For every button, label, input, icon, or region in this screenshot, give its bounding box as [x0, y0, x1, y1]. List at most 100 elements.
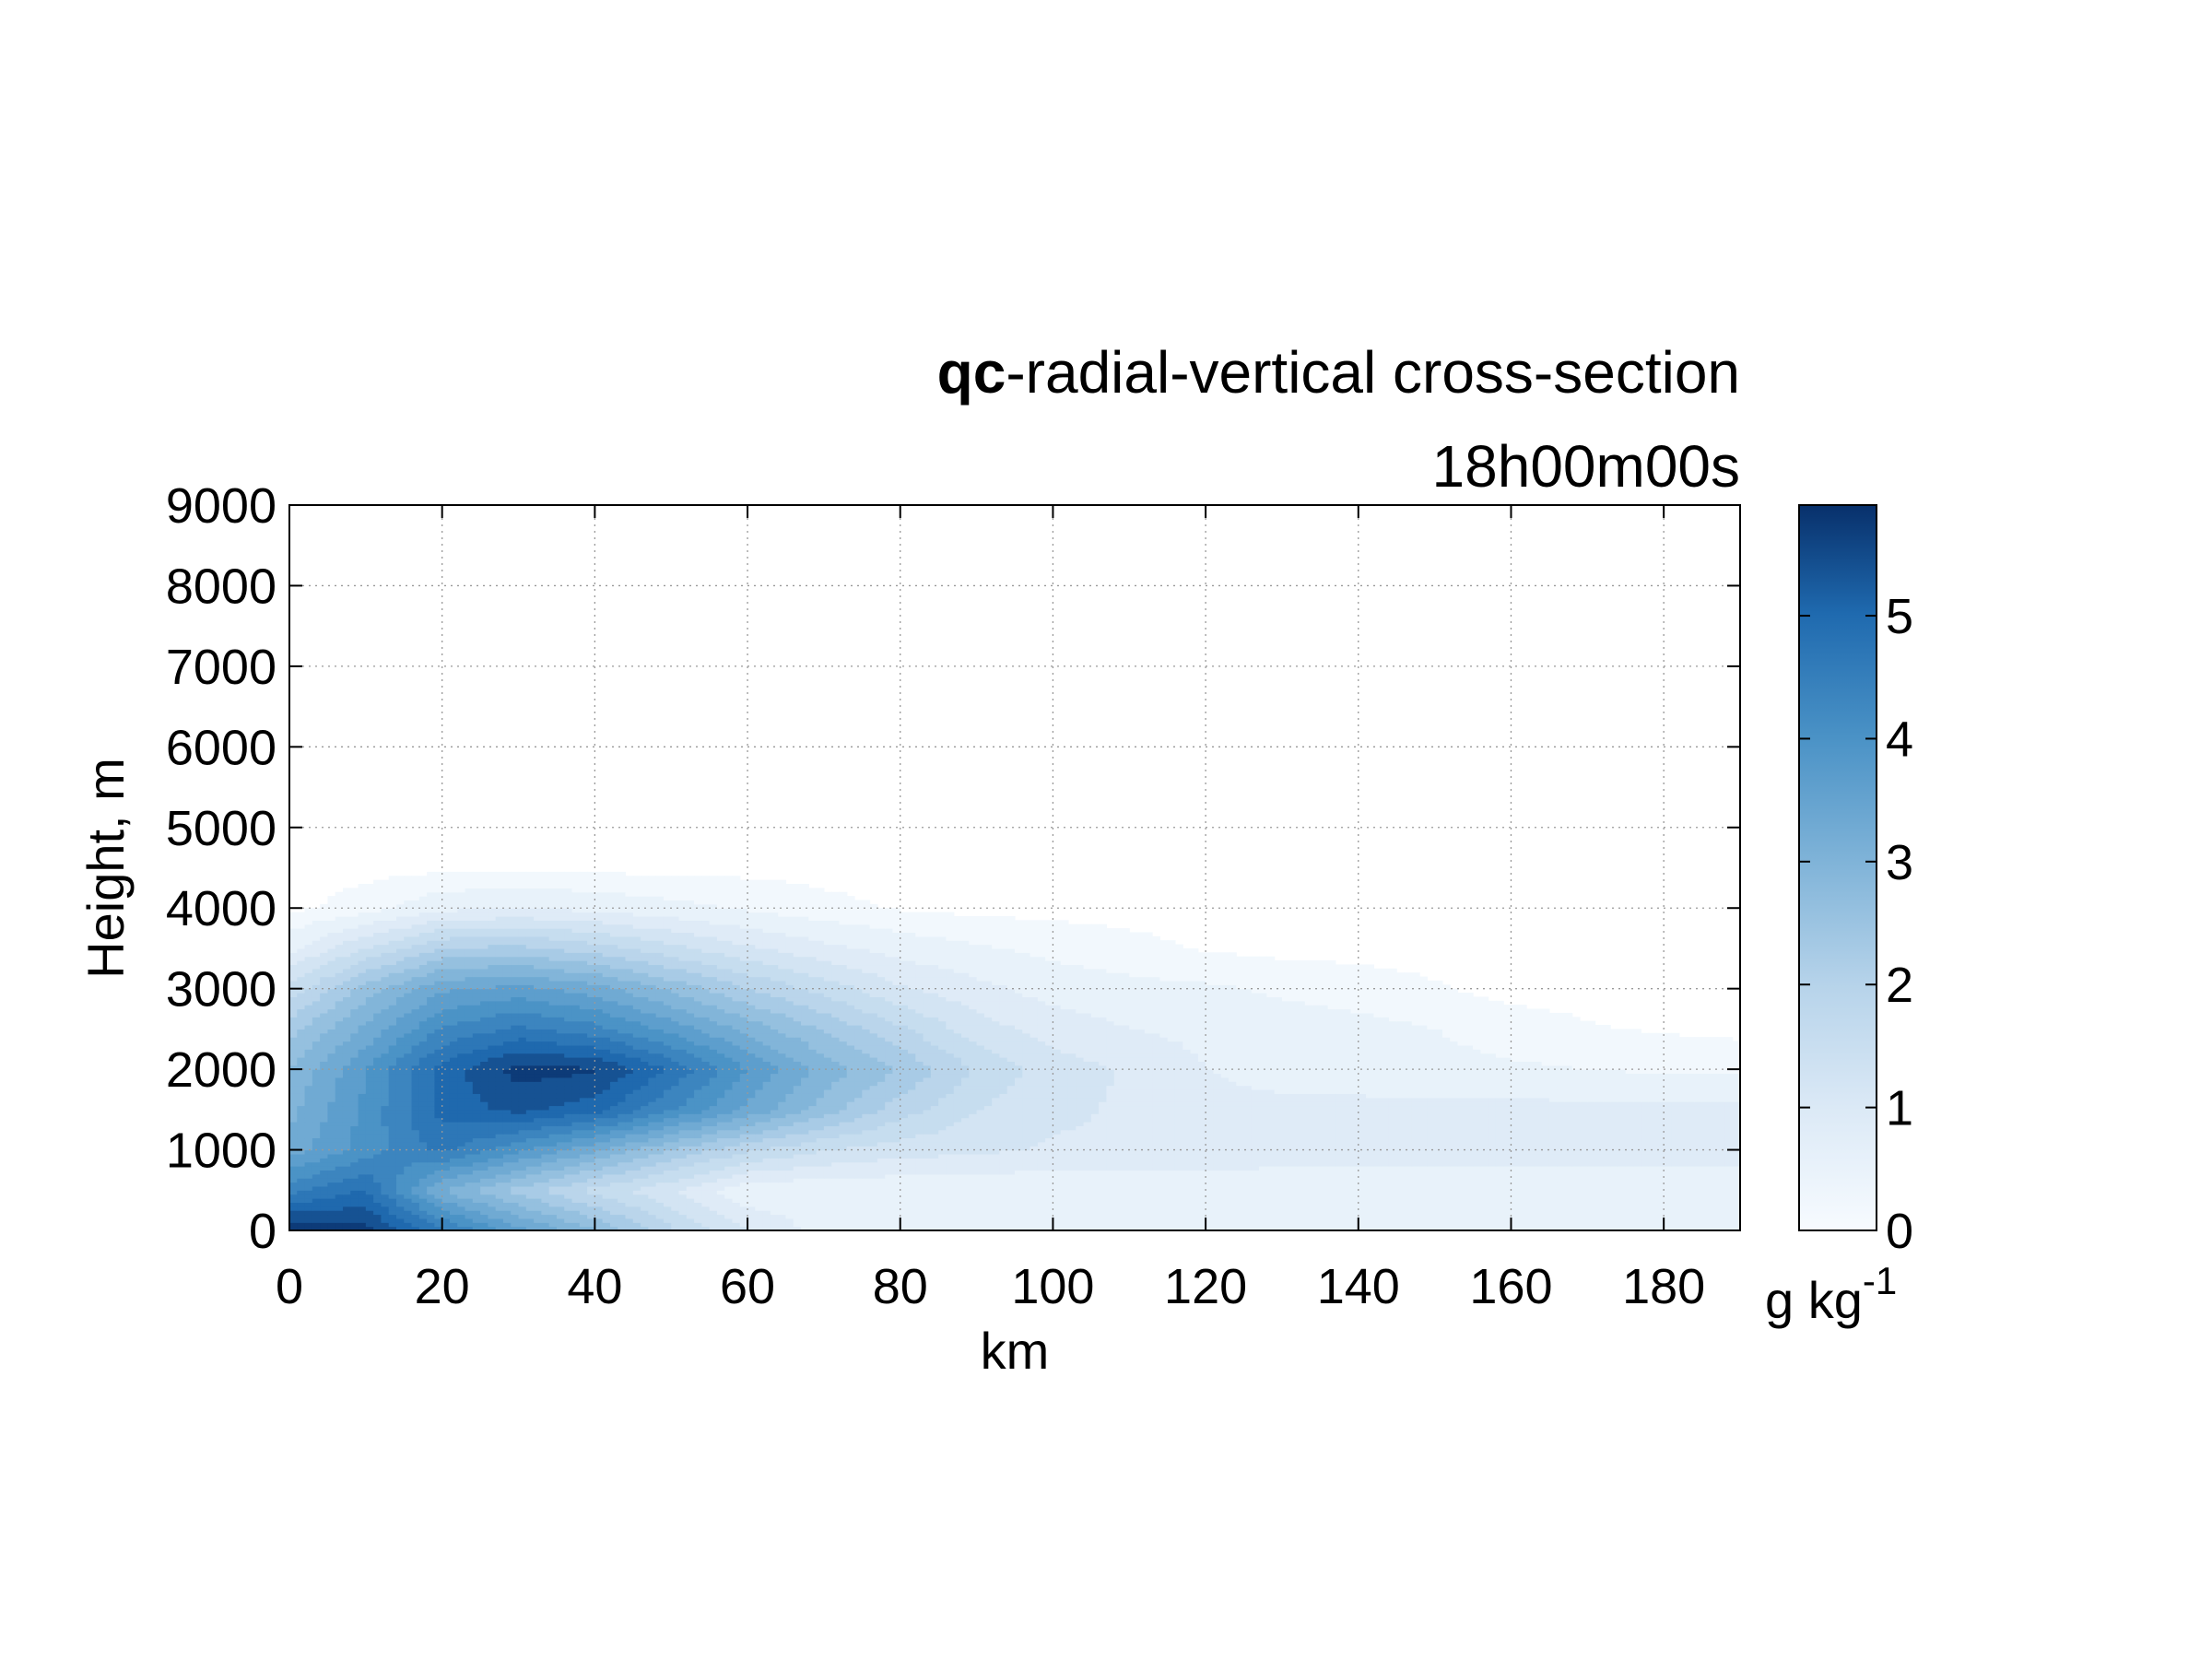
contour-cell [1411, 1153, 1420, 1159]
contour-cell [1159, 1218, 1169, 1223]
contour-cell [709, 1182, 718, 1187]
contour-cell [1343, 1173, 1352, 1179]
contour-cell [1045, 1222, 1054, 1228]
contour-cell [808, 1129, 818, 1135]
contour-cell [1518, 1149, 1527, 1155]
contour-cell [915, 1173, 924, 1179]
contour-cell [869, 1125, 878, 1131]
contour-cell [701, 1161, 711, 1167]
contour-cell [1602, 1161, 1611, 1167]
contour-cell [1136, 1214, 1146, 1219]
contour-cell [1289, 1206, 1299, 1211]
contour-cell [778, 1218, 787, 1223]
contour-cell [1327, 1125, 1336, 1131]
contour-cell [1266, 1134, 1276, 1139]
contour-cell [831, 1153, 841, 1159]
contour-cell [1602, 1198, 1611, 1203]
contour-cell [618, 1206, 627, 1211]
contour-cell [1465, 1202, 1474, 1207]
contour-cell [609, 1161, 618, 1167]
contour-cell [1350, 1222, 1359, 1228]
contour-cell [1678, 1210, 1688, 1216]
contour-cell [587, 1222, 595, 1228]
contour-cell [618, 1202, 627, 1207]
contour-cell [472, 1166, 481, 1171]
contour-cell [304, 1125, 313, 1131]
contour-cell [1350, 1129, 1359, 1135]
contour-cell [1427, 1222, 1436, 1228]
contour-cell [1457, 1149, 1466, 1155]
contour-cell [1121, 1161, 1130, 1167]
contour-cell [1511, 1202, 1520, 1207]
contour-cell [427, 1206, 435, 1211]
contour-cell [365, 1214, 374, 1219]
contour-cell [373, 1190, 382, 1195]
contour-cell [1144, 1202, 1153, 1207]
contour-cell [365, 1141, 374, 1147]
contour-cell [808, 1161, 818, 1167]
contour-cell [1404, 1214, 1413, 1219]
contour-cell [1641, 1206, 1650, 1211]
contour-cell [1488, 1182, 1497, 1187]
contour-cell [381, 1222, 390, 1228]
contour-cell [457, 1194, 466, 1199]
contour-cell [732, 1185, 741, 1191]
contour-cell [900, 1178, 909, 1183]
contour-cell [518, 1194, 527, 1199]
contour-cell [1480, 1146, 1489, 1151]
contour-cell [739, 1185, 748, 1191]
contour-cell [381, 1198, 390, 1203]
contour-cell [457, 1153, 466, 1159]
contour-cell [434, 1206, 443, 1211]
contour-cell [1548, 1222, 1558, 1228]
contour-cell [625, 1170, 634, 1175]
contour-cell [1259, 1214, 1267, 1219]
contour-cell [1099, 1185, 1108, 1191]
contour-cell [1709, 1190, 1718, 1195]
contour-cell [1671, 1210, 1680, 1216]
contour-cell [1113, 1141, 1123, 1147]
contour-cell [1709, 1146, 1718, 1151]
contour-cell [1473, 1158, 1481, 1163]
contour-cell [1312, 1202, 1321, 1207]
contour-cell [1053, 1178, 1062, 1183]
contour-cell [1274, 1182, 1283, 1187]
contour-cell [1648, 1170, 1657, 1175]
contour-cell [976, 1149, 985, 1155]
contour-cell [1655, 1218, 1665, 1223]
contour-cell [1259, 1137, 1267, 1143]
contour-cell [823, 1185, 832, 1191]
contour-cell [1197, 1166, 1206, 1171]
contour-cell [1090, 1226, 1100, 1230]
contour-cell [1037, 1218, 1046, 1223]
contour-cell [701, 1222, 711, 1228]
contour-cell [992, 1226, 1001, 1230]
contour-cell [709, 1190, 718, 1195]
contour-cell [587, 1149, 595, 1155]
contour-cell [709, 1185, 718, 1191]
contour-cell [1518, 1153, 1527, 1159]
contour-cell [747, 1214, 756, 1219]
contour-cell [556, 1158, 565, 1163]
contour-cell [1687, 1166, 1695, 1171]
contour-cell [418, 1146, 428, 1151]
contour-cell [1113, 1161, 1123, 1167]
contour-cell [808, 1134, 818, 1139]
contour-cell [1457, 1178, 1466, 1183]
contour-cell [762, 1134, 771, 1139]
contour-cell [1503, 1226, 1512, 1230]
contour-cell [1648, 1226, 1657, 1230]
chart-title: qc-radial-vertical cross-section [937, 339, 1740, 406]
contour-cell [762, 1141, 771, 1147]
contour-cell [434, 1149, 443, 1155]
contour-cell [816, 1190, 825, 1195]
contour-cell [1381, 1182, 1390, 1187]
contour-cell [900, 1134, 909, 1139]
contour-cell [335, 1146, 344, 1151]
contour-cell [1251, 1166, 1260, 1171]
contour-cell [816, 1226, 825, 1230]
contour-cell [1129, 1190, 1138, 1195]
contour-cell [502, 1210, 512, 1216]
contour-cell [289, 1178, 298, 1183]
contour-cell [1678, 1137, 1688, 1143]
